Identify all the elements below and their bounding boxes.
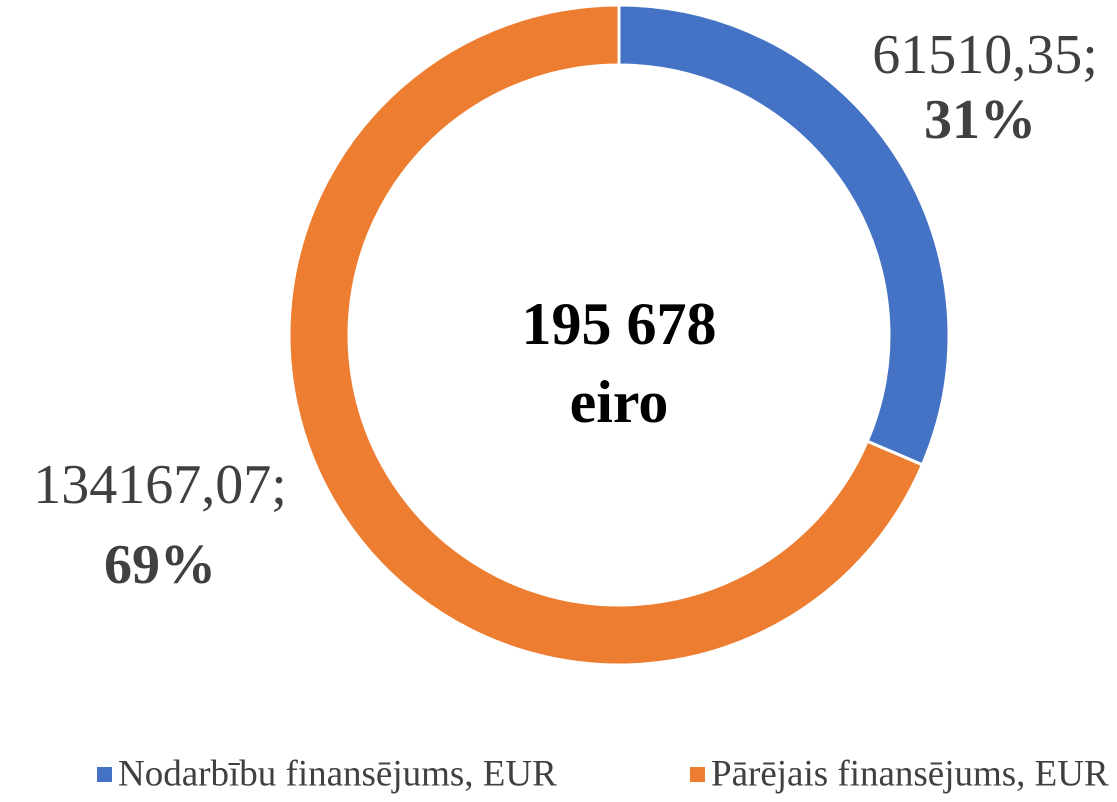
- legend-label: Nodarbību finansējums, EUR: [118, 753, 557, 794]
- legend-swatch: [97, 767, 112, 782]
- center-label: eiro: [570, 369, 669, 435]
- donut-slice: [617, 3, 951, 467]
- value-label: 134167,07;: [33, 454, 287, 516]
- percent-label: 69%: [104, 534, 216, 596]
- donut-slice: [287, 3, 925, 667]
- center-label: 195 678: [522, 291, 717, 357]
- legend-label: Pārējais finansējums, EUR: [711, 753, 1109, 794]
- percent-label: 31%: [924, 89, 1036, 151]
- value-label: 61510,35;: [872, 24, 1098, 86]
- legend-swatch: [690, 767, 705, 782]
